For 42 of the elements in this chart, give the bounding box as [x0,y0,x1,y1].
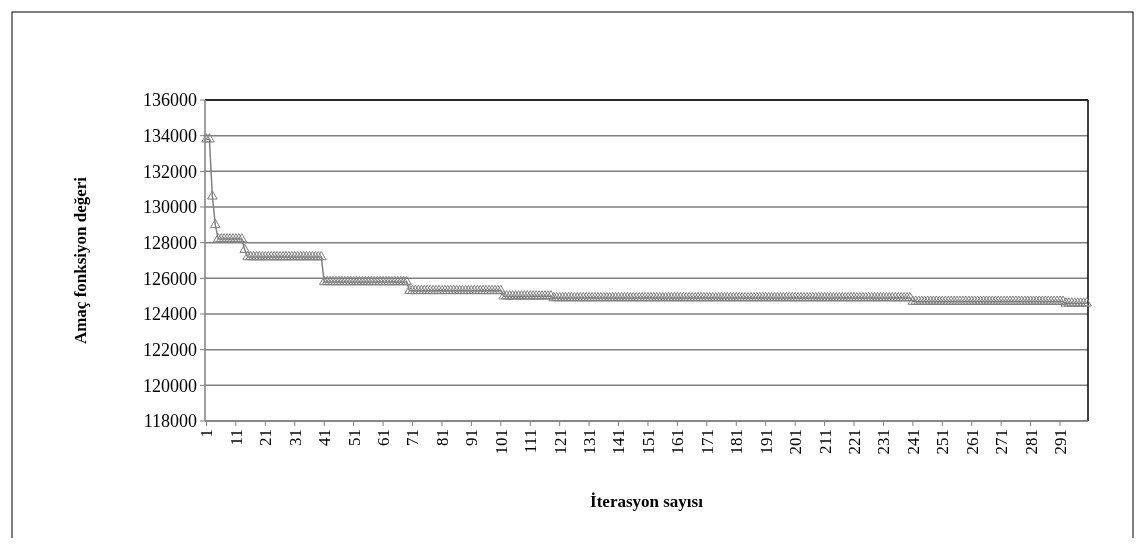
x-tick-label: 161 [668,429,688,455]
x-tick-label: 251 [933,429,953,455]
x-tick-label: 141 [609,429,629,455]
x-tick-label: 51 [344,429,364,446]
x-tick-label: 91 [462,429,482,446]
y-axis-title: Amaç fonksiyon değeri [71,176,90,345]
x-tick-label: 111 [521,429,541,454]
y-tick-label: 118000 [143,411,197,432]
y-tick-label: 134000 [143,125,197,146]
y-tick-label: 126000 [143,268,197,289]
x-tick-label: 191 [756,429,776,455]
y-tick-label: 128000 [143,232,197,253]
x-tick-label: 1 [197,429,217,438]
x-tick-label: 151 [638,429,658,455]
x-axis-title: İterasyon sayısı [590,492,704,511]
x-tick-label: 261 [962,429,982,455]
x-tick-label: 131 [580,429,600,455]
x-tick-label: 231 [874,429,894,455]
x-tick-label: 211 [815,429,835,454]
x-tick-label: 241 [903,429,923,455]
y-tick-label: 130000 [143,197,197,218]
y-tick-label: 122000 [143,339,197,360]
x-tick-label: 181 [727,429,747,455]
x-tick-label: 271 [992,429,1012,455]
y-tick-label: 120000 [143,375,197,396]
y-tick-label: 136000 [143,90,197,111]
x-tick-label: 21 [256,429,276,446]
x-tick-label: 201 [786,429,806,455]
x-tick-label: 171 [697,429,717,455]
y-tick-label: 132000 [143,161,197,182]
x-tick-label: 221 [844,429,864,455]
x-tick-label: 281 [1021,429,1041,455]
x-tick-label: 41 [315,429,335,446]
x-tick-label: 121 [550,429,570,455]
x-tick-label: 81 [432,429,452,446]
x-tick-label: 11 [226,429,246,446]
x-tick-label: 31 [285,429,305,446]
y-tick-label: 124000 [143,304,197,325]
x-tick-label: 101 [491,429,511,455]
x-tick-label: 71 [403,429,423,446]
x-tick-label: 291 [1050,429,1070,455]
x-tick-label: 61 [374,429,394,446]
